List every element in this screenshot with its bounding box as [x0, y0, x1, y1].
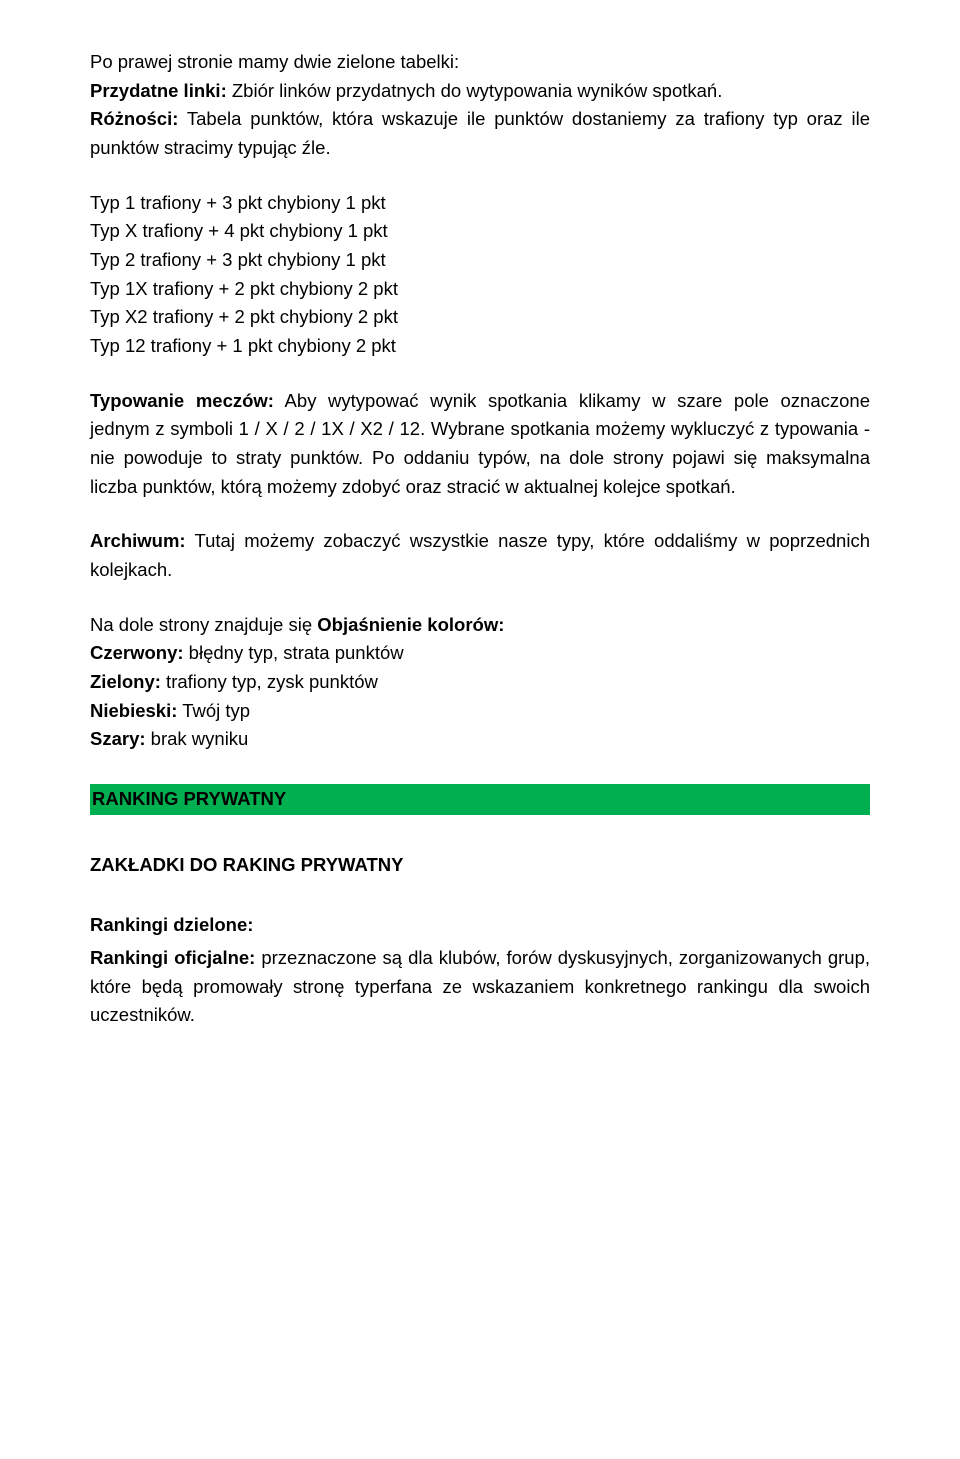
kolor-label: Czerwony:: [90, 642, 184, 663]
rankingi-oficjalne-para: Rankingi oficjalne: przeznaczone są dla …: [90, 944, 870, 1030]
rankingi-dzielone-heading: Rankingi dzielone:: [90, 911, 870, 940]
typ-line: Typ X2 trafiony + 2 pkt chybiony 2 pkt: [90, 303, 870, 332]
ranking-prywatny-heading: RANKING PRYWATNY: [90, 784, 870, 815]
kolor-label: Szary:: [90, 728, 146, 749]
typ-list: Typ 1 trafiony + 3 pkt chybiony 1 pkt Ty…: [90, 189, 870, 361]
kolor-text: Twój typ: [177, 700, 250, 721]
kolor-line: Szary: brak wyniku: [90, 725, 870, 754]
archiwum-label: Archiwum:: [90, 530, 186, 551]
kolory-intro-prefix: Na dole strony znajduje się: [90, 614, 317, 635]
intro-line1: Po prawej stronie mamy dwie zielone tabe…: [90, 51, 459, 72]
archiwum-text: Tutaj możemy zobaczyć wszystkie nasze ty…: [90, 530, 870, 580]
roznosci-text: Tabela punktów, która wskazuje ile punkt…: [90, 108, 870, 158]
kolor-label: Niebieski:: [90, 700, 177, 721]
roznosci-label: Różności:: [90, 108, 178, 129]
typ-line: Typ 12 trafiony + 1 pkt chybiony 2 pkt: [90, 332, 870, 361]
kolory-intro: Na dole strony znajduje się Objaśnienie …: [90, 611, 870, 640]
kolory-intro-bold: Objaśnienie kolorów:: [317, 614, 504, 635]
zakladki-heading: ZAKŁADKI DO RAKING PRYWATNY: [90, 851, 870, 880]
kolory-block: Na dole strony znajduje się Objaśnienie …: [90, 611, 870, 754]
przydatne-linki-text: Zbiór linków przydatnych do wytypowania …: [227, 80, 723, 101]
kolor-label: Zielony:: [90, 671, 161, 692]
kolor-text: brak wyniku: [146, 728, 249, 749]
typ-line: Typ 1X trafiony + 2 pkt chybiony 2 pkt: [90, 275, 870, 304]
intro-block: Po prawej stronie mamy dwie zielone tabe…: [90, 48, 870, 163]
typ-line: Typ X trafiony + 4 pkt chybiony 1 pkt: [90, 217, 870, 246]
typowanie-label: Typowanie meczów:: [90, 390, 274, 411]
archiwum-para: Archiwum: Tutaj możemy zobaczyć wszystki…: [90, 527, 870, 584]
rankingi-oficjalne-label: Rankingi oficjalne:: [90, 947, 255, 968]
kolor-text: trafiony typ, zysk punktów: [161, 671, 378, 692]
typ-line: Typ 2 trafiony + 3 pkt chybiony 1 pkt: [90, 246, 870, 275]
kolor-line: Czerwony: błędny typ, strata punktów: [90, 639, 870, 668]
kolor-line: Niebieski: Twój typ: [90, 697, 870, 726]
kolor-text: błędny typ, strata punktów: [184, 642, 404, 663]
kolor-line: Zielony: trafiony typ, zysk punktów: [90, 668, 870, 697]
przydatne-linki-label: Przydatne linki:: [90, 80, 227, 101]
typ-line: Typ 1 trafiony + 3 pkt chybiony 1 pkt: [90, 189, 870, 218]
typowanie-para: Typowanie meczów: Aby wytypować wynik sp…: [90, 387, 870, 502]
